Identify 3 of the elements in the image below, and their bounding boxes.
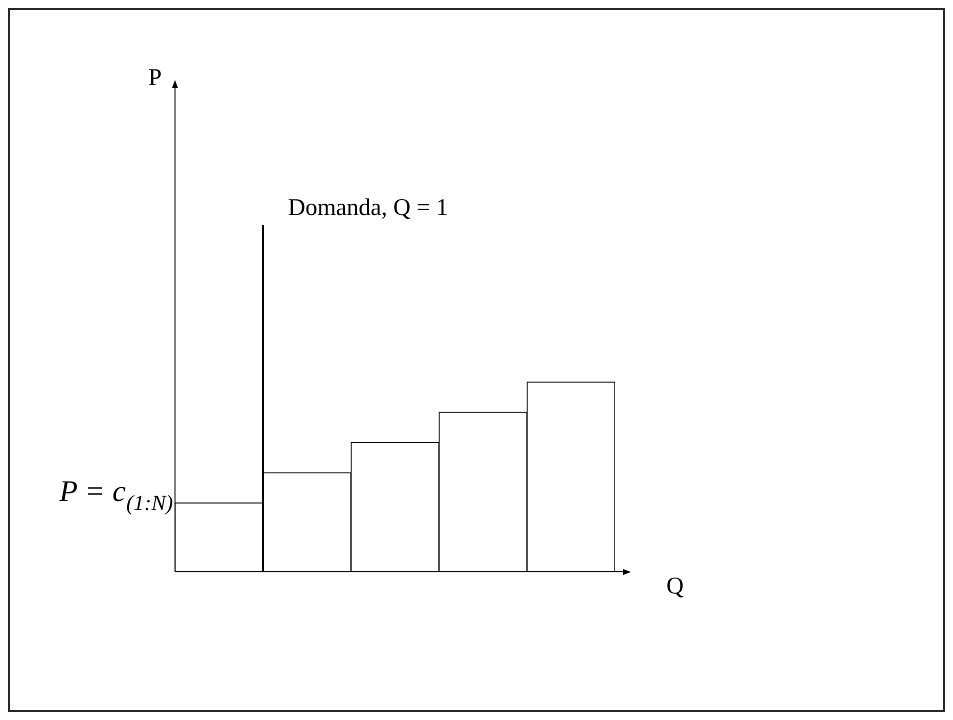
text: Domanda, Q = 1: [288, 194, 448, 221]
text: P: [148, 65, 162, 91]
text: Q: [666, 574, 684, 600]
